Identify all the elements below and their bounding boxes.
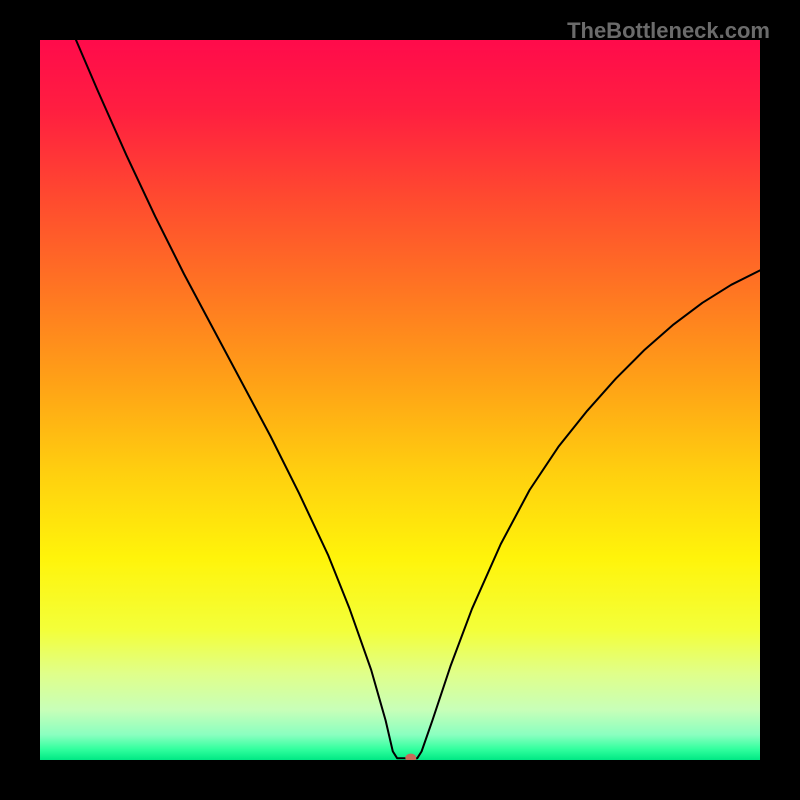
watermark-text: TheBottleneck.com [567, 18, 770, 44]
chart-stage: TheBottleneck.com [0, 0, 800, 800]
minimum-marker [405, 754, 416, 762]
bottleneck-curve [76, 40, 760, 758]
plot-svg [0, 0, 800, 800]
